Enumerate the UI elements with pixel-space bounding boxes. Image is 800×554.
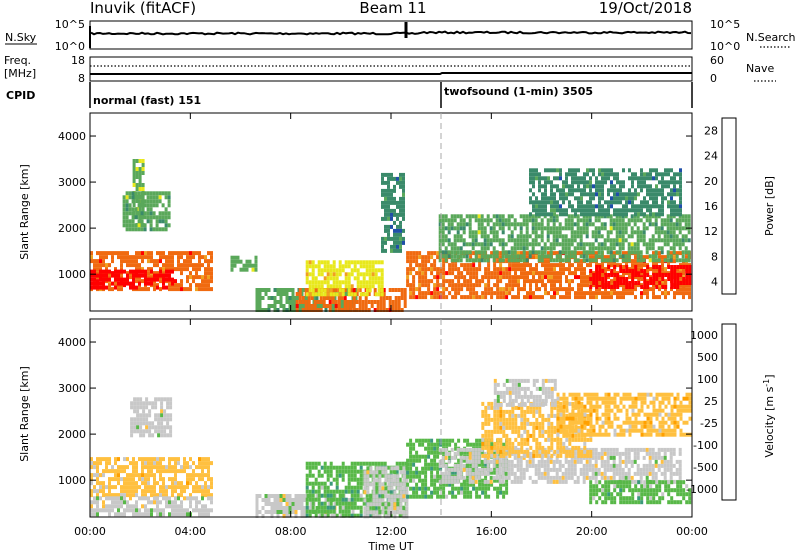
power-ylabel: Slant Range [km]	[18, 164, 31, 260]
freq-unit-label: [MHz]	[4, 67, 36, 80]
cpid-mode-2: twofsound (1-min) 3505	[444, 85, 593, 98]
heatmap-region-1-5	[363, 466, 409, 519]
noise-left-tick-bottom: 10^0	[55, 40, 85, 53]
noise-search-label: N.Search	[746, 31, 796, 44]
velocity-colorbar-label: Velocity [m s-1]	[762, 374, 776, 457]
nave-label: Nave	[746, 62, 774, 75]
time-tick-label-6: 00:00	[676, 525, 708, 538]
colorbar-tick-1-6: -500	[693, 461, 718, 474]
colorbar-tick-0-3: 16	[704, 200, 718, 213]
heatmap-region-1-9	[556, 392, 692, 437]
noise-right-tick-top: 10^5	[710, 18, 740, 31]
heatmap-region-0-3	[122, 191, 171, 232]
time-tick-label-3: 12:00	[375, 525, 407, 538]
velocity-colorbar: 1000 500 100 25 -25 -100 -500 -1000	[686, 323, 737, 501]
velocity-ylabel: Slant Range [km]	[18, 366, 31, 462]
noise-sky-label: N.Sky	[5, 31, 37, 44]
colorbar-tick-0-2: 20	[704, 175, 718, 188]
colorbar-frame-0	[721, 117, 737, 295]
colorbar-tick-0-5: 8	[711, 250, 718, 263]
heatmap-region-0-7	[305, 260, 384, 297]
noise-left-tick-top: 10^5	[55, 18, 85, 31]
noise-sky-trace	[90, 30, 692, 36]
colorbar-tick-1-7: -1000	[686, 483, 718, 496]
heatmap-region-0-8	[381, 172, 405, 253]
colorbar-tick-1-0: 1000	[690, 329, 718, 342]
colorbar-tick-1-1: 500	[697, 351, 718, 364]
heatmap-region-0-4	[230, 255, 258, 272]
beam-title: Beam 11	[359, 0, 426, 17]
heatmap-region-1-10	[589, 480, 692, 505]
y-tick-label-1-0: 1000	[58, 474, 86, 487]
colorbar-tick-1-3: 25	[704, 395, 718, 408]
y-tick-label-1-1: 2000	[58, 428, 86, 441]
power-colorbar-label: Power [dB]	[763, 176, 776, 236]
colorbar-tick-1-5: -100	[693, 439, 718, 452]
freq-trace	[90, 72, 692, 75]
cpid-label: CPID	[6, 89, 35, 102]
time-tick-label-0: 00:00	[74, 525, 106, 538]
nave-right-tick-bottom: 0	[710, 72, 717, 85]
freq-panel	[89, 56, 693, 82]
time-tick-label-1: 04:00	[174, 525, 206, 538]
heatmap-region-1-1	[130, 397, 173, 438]
station-title: Inuvik (fitACF)	[90, 0, 196, 17]
y-tick-label-0-2: 3000	[58, 176, 86, 189]
time-axis-ticks: 00:00 04:00 08:00 12:00 16:00 20:00 00:00	[74, 525, 708, 538]
freq-label: Freq.	[4, 54, 31, 67]
y-tick-label-1-2: 3000	[58, 382, 86, 395]
colorbar-tick-0-6: 4	[711, 275, 718, 288]
colorbar-tick-1-2: 100	[697, 373, 718, 386]
heatmap-region-0-11	[529, 168, 682, 217]
colorbar-frame-1	[721, 323, 737, 501]
date-title: 19/Oct/2018	[599, 0, 692, 17]
heatmap-region-0-12	[589, 265, 692, 289]
y-tick-label-0-3: 4000	[58, 130, 86, 143]
time-tick-label-5: 20:00	[576, 525, 608, 538]
y-tick-label-0-1: 2000	[58, 222, 86, 235]
heatmap-region-1-2	[90, 496, 213, 517]
noise-right-tick-bottom: 10^0	[710, 40, 740, 53]
nave-right-tick-top: 60	[710, 54, 724, 67]
cpid-mode-1: normal (fast) 151	[93, 94, 201, 107]
heatmap-region-1-0	[90, 457, 213, 498]
colorbar-tick-0-0: 28	[704, 125, 718, 138]
heatmap-region-0-1	[90, 269, 174, 290]
colorbar-tick-1-4: -25	[700, 417, 718, 430]
velocity-axis-ticks: 1000 2000 3000 4000	[58, 319, 693, 517]
time-axis-label: Time UT	[367, 540, 413, 553]
y-tick-label-1-3: 4000	[58, 336, 86, 349]
time-tick-label-2: 08:00	[275, 525, 307, 538]
power-heatmap-cells	[90, 159, 692, 312]
power-colorbar: 28 24 20 16 12 8 4	[704, 117, 737, 295]
time-tick-label-4: 16:00	[475, 525, 507, 538]
velocity-heatmap-cells	[90, 378, 692, 519]
heatmap-region-0-10	[438, 214, 691, 263]
power-axis-ticks: 1000 2000 3000 4000	[58, 113, 693, 311]
colorbar-tick-0-4: 12	[704, 225, 718, 238]
colorbar-tick-0-1: 24	[704, 150, 718, 163]
y-tick-label-0-0: 1000	[58, 268, 86, 281]
heatmap-region-1-11	[493, 378, 557, 407]
freq-left-tick-bottom: 8	[78, 72, 85, 85]
freq-left-tick-top: 18	[71, 54, 85, 67]
